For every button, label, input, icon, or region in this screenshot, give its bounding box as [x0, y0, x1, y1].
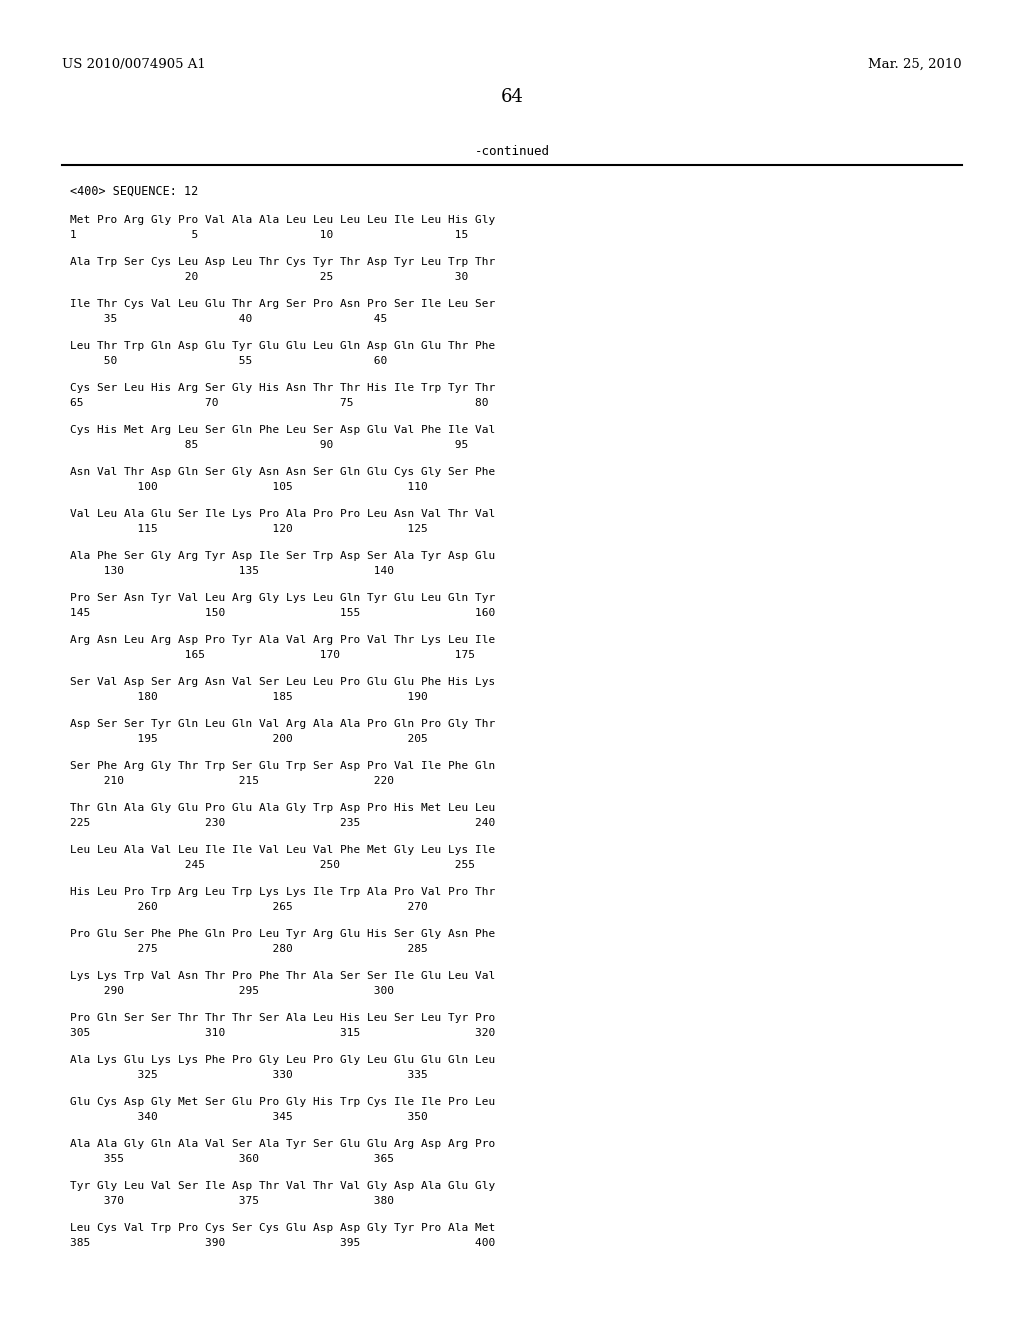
- Text: Lys Lys Trp Val Asn Thr Pro Phe Thr Ala Ser Ser Ile Glu Leu Val: Lys Lys Trp Val Asn Thr Pro Phe Thr Ala …: [70, 972, 496, 981]
- Text: 35                  40                  45: 35 40 45: [70, 314, 387, 323]
- Text: Tyr Gly Leu Val Ser Ile Asp Thr Val Thr Val Gly Asp Ala Glu Gly: Tyr Gly Leu Val Ser Ile Asp Thr Val Thr …: [70, 1181, 496, 1191]
- Text: 65                  70                  75                  80: 65 70 75 80: [70, 399, 488, 408]
- Text: US 2010/0074905 A1: US 2010/0074905 A1: [62, 58, 206, 71]
- Text: Ala Ala Gly Gln Ala Val Ser Ala Tyr Ser Glu Glu Arg Asp Arg Pro: Ala Ala Gly Gln Ala Val Ser Ala Tyr Ser …: [70, 1139, 496, 1148]
- Text: Ala Lys Glu Lys Lys Phe Pro Gly Leu Pro Gly Leu Glu Glu Gln Leu: Ala Lys Glu Lys Lys Phe Pro Gly Leu Pro …: [70, 1055, 496, 1065]
- Text: Val Leu Ala Glu Ser Ile Lys Pro Ala Pro Pro Leu Asn Val Thr Val: Val Leu Ala Glu Ser Ile Lys Pro Ala Pro …: [70, 510, 496, 519]
- Text: Met Pro Arg Gly Pro Val Ala Ala Leu Leu Leu Leu Ile Leu His Gly: Met Pro Arg Gly Pro Val Ala Ala Leu Leu …: [70, 215, 496, 224]
- Text: Ala Trp Ser Cys Leu Asp Leu Thr Cys Tyr Thr Asp Tyr Leu Trp Thr: Ala Trp Ser Cys Leu Asp Leu Thr Cys Tyr …: [70, 257, 496, 267]
- Text: Pro Ser Asn Tyr Val Leu Arg Gly Lys Leu Gln Tyr Glu Leu Gln Tyr: Pro Ser Asn Tyr Val Leu Arg Gly Lys Leu …: [70, 593, 496, 603]
- Text: Cys Ser Leu His Arg Ser Gly His Asn Thr Thr His Ile Trp Tyr Thr: Cys Ser Leu His Arg Ser Gly His Asn Thr …: [70, 383, 496, 393]
- Text: <400> SEQUENCE: 12: <400> SEQUENCE: 12: [70, 185, 199, 198]
- Text: 325                 330                 335: 325 330 335: [70, 1071, 428, 1080]
- Text: Ser Phe Arg Gly Thr Trp Ser Glu Trp Ser Asp Pro Val Ile Phe Gln: Ser Phe Arg Gly Thr Trp Ser Glu Trp Ser …: [70, 762, 496, 771]
- Text: 165                 170                 175: 165 170 175: [70, 649, 475, 660]
- Text: Cys His Met Arg Leu Ser Gln Phe Leu Ser Asp Glu Val Phe Ile Val: Cys His Met Arg Leu Ser Gln Phe Leu Ser …: [70, 425, 496, 436]
- Text: 305                 310                 315                 320: 305 310 315 320: [70, 1028, 496, 1038]
- Text: 145                 150                 155                 160: 145 150 155 160: [70, 609, 496, 618]
- Text: 85                  90                  95: 85 90 95: [70, 440, 468, 450]
- Text: 130                 135                 140: 130 135 140: [70, 566, 394, 576]
- Text: 340                 345                 350: 340 345 350: [70, 1111, 428, 1122]
- Text: Ala Phe Ser Gly Arg Tyr Asp Ile Ser Trp Asp Ser Ala Tyr Asp Glu: Ala Phe Ser Gly Arg Tyr Asp Ile Ser Trp …: [70, 550, 496, 561]
- Text: Ser Val Asp Ser Arg Asn Val Ser Leu Leu Pro Glu Glu Phe His Lys: Ser Val Asp Ser Arg Asn Val Ser Leu Leu …: [70, 677, 496, 686]
- Text: 20                  25                  30: 20 25 30: [70, 272, 468, 282]
- Text: Arg Asn Leu Arg Asp Pro Tyr Ala Val Arg Pro Val Thr Lys Leu Ile: Arg Asn Leu Arg Asp Pro Tyr Ala Val Arg …: [70, 635, 496, 645]
- Text: 245                 250                 255: 245 250 255: [70, 861, 475, 870]
- Text: Leu Cys Val Trp Pro Cys Ser Cys Glu Asp Asp Gly Tyr Pro Ala Met: Leu Cys Val Trp Pro Cys Ser Cys Glu Asp …: [70, 1224, 496, 1233]
- Text: His Leu Pro Trp Arg Leu Trp Lys Lys Ile Trp Ala Pro Val Pro Thr: His Leu Pro Trp Arg Leu Trp Lys Lys Ile …: [70, 887, 496, 898]
- Text: 100                 105                 110: 100 105 110: [70, 482, 428, 492]
- Text: Pro Glu Ser Phe Phe Gln Pro Leu Tyr Arg Glu His Ser Gly Asn Phe: Pro Glu Ser Phe Phe Gln Pro Leu Tyr Arg …: [70, 929, 496, 939]
- Text: 64: 64: [501, 88, 523, 106]
- Text: 355                 360                 365: 355 360 365: [70, 1154, 394, 1164]
- Text: Thr Gln Ala Gly Glu Pro Glu Ala Gly Trp Asp Pro His Met Leu Leu: Thr Gln Ala Gly Glu Pro Glu Ala Gly Trp …: [70, 803, 496, 813]
- Text: Ile Thr Cys Val Leu Glu Thr Arg Ser Pro Asn Pro Ser Ile Leu Ser: Ile Thr Cys Val Leu Glu Thr Arg Ser Pro …: [70, 300, 496, 309]
- Text: Leu Leu Ala Val Leu Ile Ile Val Leu Val Phe Met Gly Leu Lys Ile: Leu Leu Ala Val Leu Ile Ile Val Leu Val …: [70, 845, 496, 855]
- Text: Asp Ser Ser Tyr Gln Leu Gln Val Arg Ala Ala Pro Gln Pro Gly Thr: Asp Ser Ser Tyr Gln Leu Gln Val Arg Ala …: [70, 719, 496, 729]
- Text: Pro Gln Ser Ser Thr Thr Thr Ser Ala Leu His Leu Ser Leu Tyr Pro: Pro Gln Ser Ser Thr Thr Thr Ser Ala Leu …: [70, 1012, 496, 1023]
- Text: Leu Thr Trp Gln Asp Glu Tyr Glu Glu Leu Gln Asp Gln Glu Thr Phe: Leu Thr Trp Gln Asp Glu Tyr Glu Glu Leu …: [70, 341, 496, 351]
- Text: 50                  55                  60: 50 55 60: [70, 356, 387, 366]
- Text: 290                 295                 300: 290 295 300: [70, 986, 394, 997]
- Text: 225                 230                 235                 240: 225 230 235 240: [70, 818, 496, 828]
- Text: 370                 375                 380: 370 375 380: [70, 1196, 394, 1206]
- Text: 275                 280                 285: 275 280 285: [70, 944, 428, 954]
- Text: 180                 185                 190: 180 185 190: [70, 692, 428, 702]
- Text: -continued: -continued: [474, 145, 550, 158]
- Text: 115                 120                 125: 115 120 125: [70, 524, 428, 535]
- Text: Mar. 25, 2010: Mar. 25, 2010: [868, 58, 962, 71]
- Text: Glu Cys Asp Gly Met Ser Glu Pro Gly His Trp Cys Ile Ile Pro Leu: Glu Cys Asp Gly Met Ser Glu Pro Gly His …: [70, 1097, 496, 1107]
- Text: 195                 200                 205: 195 200 205: [70, 734, 428, 744]
- Text: Asn Val Thr Asp Gln Ser Gly Asn Asn Ser Gln Glu Cys Gly Ser Phe: Asn Val Thr Asp Gln Ser Gly Asn Asn Ser …: [70, 467, 496, 477]
- Text: 260                 265                 270: 260 265 270: [70, 902, 428, 912]
- Text: 385                 390                 395                 400: 385 390 395 400: [70, 1238, 496, 1247]
- Text: 210                 215                 220: 210 215 220: [70, 776, 394, 785]
- Text: 1                 5                  10                  15: 1 5 10 15: [70, 230, 468, 240]
